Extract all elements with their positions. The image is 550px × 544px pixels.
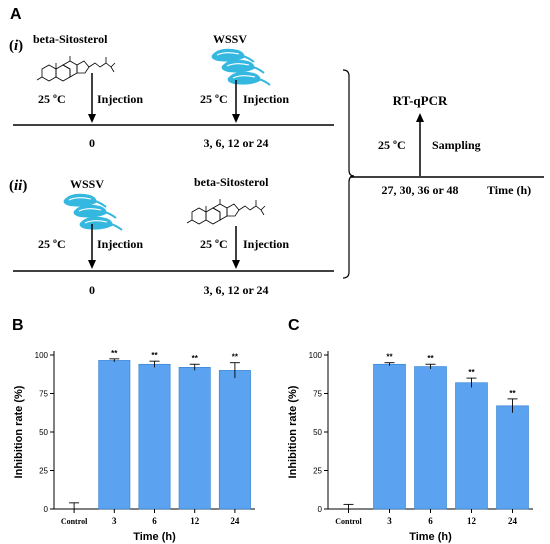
steroid-structure-icon <box>36 55 116 82</box>
row-ii-time-1: 0 <box>89 283 95 297</box>
y-tick-label: 25 <box>313 467 322 476</box>
sampling-time: 27, 30, 36 or 48 <box>381 183 458 197</box>
y-tick-label: 100 <box>309 351 323 360</box>
significance-label: ** <box>111 349 118 358</box>
x-tick-label: Control <box>61 517 88 526</box>
row-i-time-1: 0 <box>89 136 95 150</box>
row-ii-time-2: 3, 6, 12 or 24 <box>203 283 268 297</box>
sampling-arrowhead <box>416 113 424 122</box>
y-axis-title: Inhibition rate (%) <box>13 385 25 478</box>
row-ii-arrowhead-1 <box>88 260 96 269</box>
bar-6 <box>138 363 171 510</box>
significance-label: ** <box>232 353 239 362</box>
row-ii-temp-1: 25 ºC <box>38 237 66 251</box>
row-i-action-2: Injection <box>243 92 289 106</box>
chart-c: C 0 25 50 75 100 Control 3 ** 6 ** 12 ** 24 ** Time (h… <box>287 317 533 543</box>
row-i-arrowhead-2 <box>232 114 240 123</box>
row-i-temp-1: 25 ºC <box>38 92 66 106</box>
y-tick-label: 75 <box>313 390 322 399</box>
wssv-virus-icon <box>62 192 123 231</box>
x-tick-label: 12 <box>467 516 477 526</box>
row-i-temp-2: 25 ºC <box>200 92 228 106</box>
row-i-label: (i) <box>9 38 23 54</box>
merge-bracket <box>342 69 355 279</box>
row-i-second-agent: WSSV <box>213 32 247 46</box>
significance-label: ** <box>192 354 199 363</box>
y-tick-label: 50 <box>39 428 48 437</box>
sampling-action: Sampling <box>432 138 481 152</box>
significance-label: ** <box>468 368 475 377</box>
bar-12 <box>455 382 488 510</box>
bar-24 <box>496 405 529 510</box>
assay-label: RT-qPCR <box>393 93 448 108</box>
row-ii-first-agent: WSSV <box>70 177 104 191</box>
row-ii-action-2: Injection <box>243 237 289 251</box>
y-tick-label: 75 <box>39 390 48 399</box>
significance-label: ** <box>427 354 434 363</box>
row-i-time-2: 3, 6, 12 or 24 <box>203 136 268 150</box>
y-tick-label: 0 <box>44 505 49 514</box>
y-axis-title: Inhibition rate (%) <box>287 385 299 478</box>
x-axis-title: Time (h) <box>133 531 176 543</box>
bar-3 <box>98 360 131 510</box>
sampling-temp: 25 ºC <box>378 138 406 152</box>
panel-b-letter: B <box>12 317 24 334</box>
significance-label: ** <box>386 353 393 362</box>
panel-a-letter: A <box>10 6 22 23</box>
x-tick-label: 24 <box>230 516 240 526</box>
bar-3 <box>373 363 406 510</box>
row-i-arrowhead-1 <box>88 114 96 123</box>
bar-24 <box>218 370 251 510</box>
row-ii-temp-2: 25 ºC <box>200 237 228 251</box>
row-i-action-1: Injection <box>97 92 143 106</box>
y-tick-label: 0 <box>318 505 323 514</box>
x-tick-label: 3 <box>387 516 392 526</box>
x-tick-label: Control <box>335 517 362 526</box>
x-tick-label: 6 <box>428 516 433 526</box>
x-axis-title: Time (h) <box>409 531 452 543</box>
row-ii-second-agent: beta-Sitosterol <box>194 175 269 189</box>
bar-12 <box>178 367 211 510</box>
significance-label: ** <box>151 351 158 360</box>
panel-c-letter: C <box>288 317 300 334</box>
bar-6 <box>414 366 447 510</box>
x-tick-label: 12 <box>190 516 200 526</box>
row-ii-action-1: Injection <box>97 237 143 251</box>
row-ii-arrowhead-2 <box>232 260 240 269</box>
wssv-virus-icon <box>210 47 271 86</box>
y-tick-label: 25 <box>39 467 48 476</box>
row-i-first-agent: beta-Sitosterol <box>33 32 108 46</box>
significance-label: ** <box>509 389 516 398</box>
y-tick-label: 100 <box>35 351 49 360</box>
steroid-structure-icon <box>186 198 266 225</box>
y-tick-label: 50 <box>313 428 322 437</box>
chart-b: B 0 25 50 75 100 Control 3 ** 6 ** 12 ** 24 ** Time (h… <box>12 317 255 543</box>
x-tick-label: 3 <box>112 516 117 526</box>
x-tick-label: 24 <box>508 516 518 526</box>
x-tick-label: 6 <box>152 516 157 526</box>
time-axis-label: Time (h) <box>487 183 531 197</box>
row-ii-label: (ii) <box>9 178 27 194</box>
